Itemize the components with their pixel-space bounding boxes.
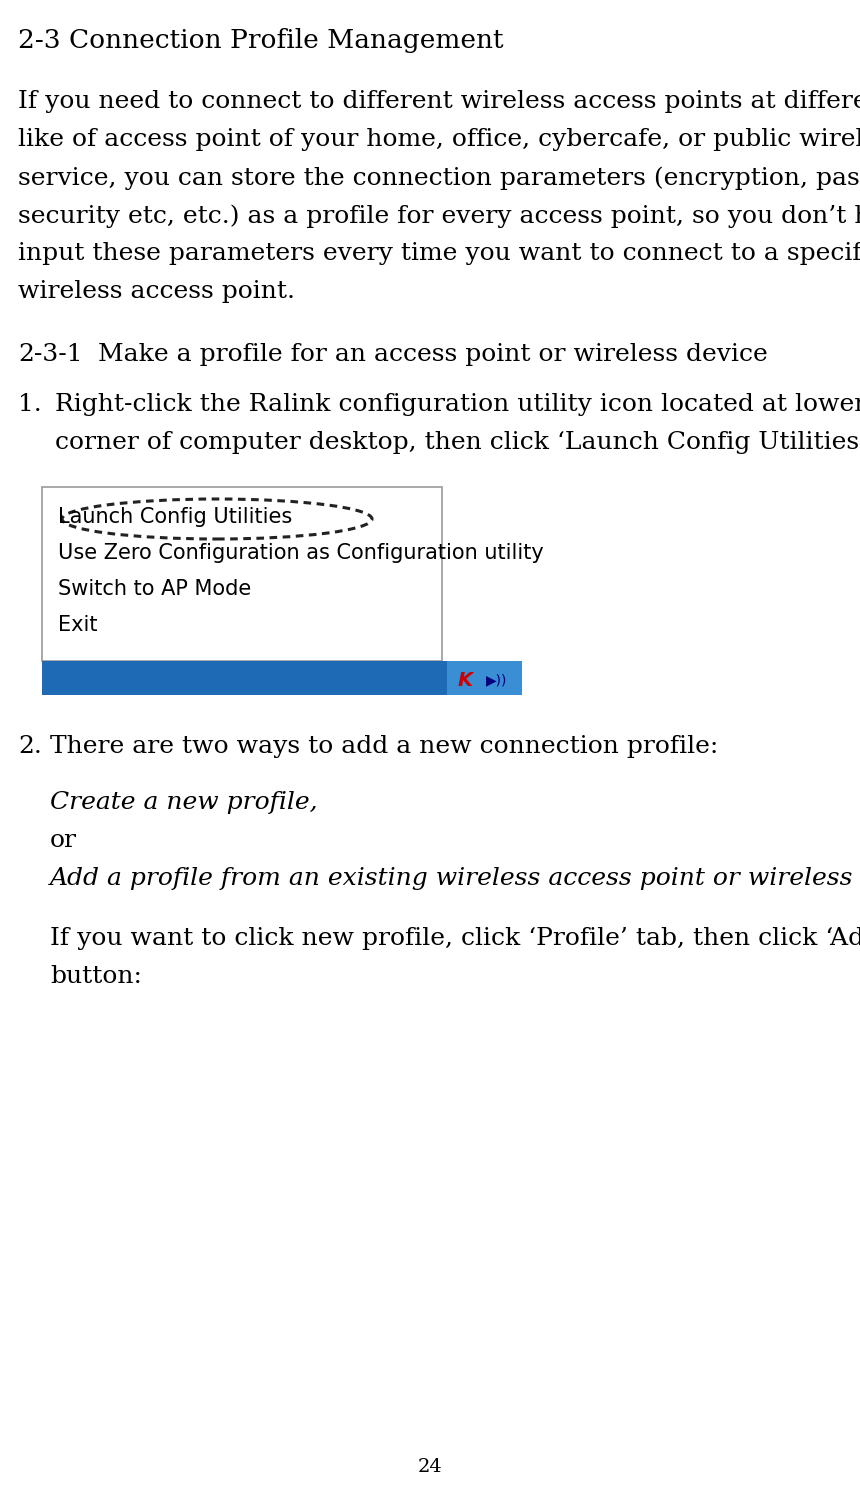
Text: Launch Config Utilities: Launch Config Utilities bbox=[58, 507, 292, 528]
Text: corner of computer desktop, then click ‘Launch Config Utilities’.: corner of computer desktop, then click ‘… bbox=[55, 431, 860, 455]
Text: Use Zero Configuration as Configuration utility: Use Zero Configuration as Configuration … bbox=[58, 542, 544, 563]
Text: wireless access point.: wireless access point. bbox=[18, 279, 295, 303]
Text: 2-3 Connection Profile Management: 2-3 Connection Profile Management bbox=[18, 28, 503, 53]
Text: 2-3-1: 2-3-1 bbox=[18, 343, 83, 366]
Text: like of access point of your home, office, cybercafe, or public wireless: like of access point of your home, offic… bbox=[18, 128, 860, 152]
Text: security etc, etc.) as a profile for every access point, so you don’t have in: security etc, etc.) as a profile for eve… bbox=[18, 204, 860, 227]
Text: Switch to AP Mode: Switch to AP Mode bbox=[58, 580, 251, 599]
Text: Add a profile from an existing wireless access point or wireless device: Add a profile from an existing wireless … bbox=[50, 866, 860, 890]
FancyBboxPatch shape bbox=[447, 661, 522, 695]
FancyBboxPatch shape bbox=[42, 487, 442, 661]
Text: 1.: 1. bbox=[18, 392, 42, 416]
Text: input these parameters every time you want to connect to a specific: input these parameters every time you wa… bbox=[18, 242, 860, 265]
Text: If you need to connect to different wireless access points at different time,: If you need to connect to different wire… bbox=[18, 91, 860, 113]
Text: Create a new profile,: Create a new profile, bbox=[50, 791, 317, 814]
Text: ▶)): ▶)) bbox=[486, 673, 507, 687]
Text: Exit: Exit bbox=[58, 615, 97, 635]
Text: K: K bbox=[458, 670, 472, 690]
Text: There are two ways to add a new connection profile:: There are two ways to add a new connecti… bbox=[50, 736, 718, 758]
FancyBboxPatch shape bbox=[42, 661, 522, 695]
Text: 2.: 2. bbox=[18, 736, 42, 758]
Text: or: or bbox=[50, 829, 77, 851]
Text: 24: 24 bbox=[418, 1458, 442, 1476]
Text: Right-click the Ralink configuration utility icon located at lower-right: Right-click the Ralink configuration uti… bbox=[55, 392, 860, 416]
Text: Make a profile for an access point or wireless device: Make a profile for an access point or wi… bbox=[98, 343, 768, 366]
Text: If you want to click new profile, click ‘Profile’ tab, then click ‘Add’: If you want to click new profile, click … bbox=[50, 927, 860, 950]
Text: button:: button: bbox=[50, 964, 142, 988]
Text: service, you can store the connection parameters (encryption, passphrase,: service, you can store the connection pa… bbox=[18, 166, 860, 190]
